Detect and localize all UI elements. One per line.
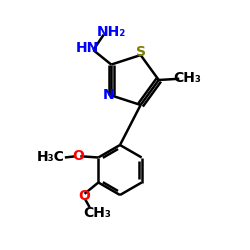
Text: H₃C: H₃C [37,150,65,164]
Text: CH₃: CH₃ [83,206,111,220]
Text: NH₂: NH₂ [97,25,126,39]
Text: S: S [136,45,145,59]
Text: N: N [103,88,115,102]
Text: O: O [72,149,84,163]
Text: O: O [78,189,90,203]
Text: CH₃: CH₃ [174,71,202,85]
Text: HN: HN [76,41,100,55]
